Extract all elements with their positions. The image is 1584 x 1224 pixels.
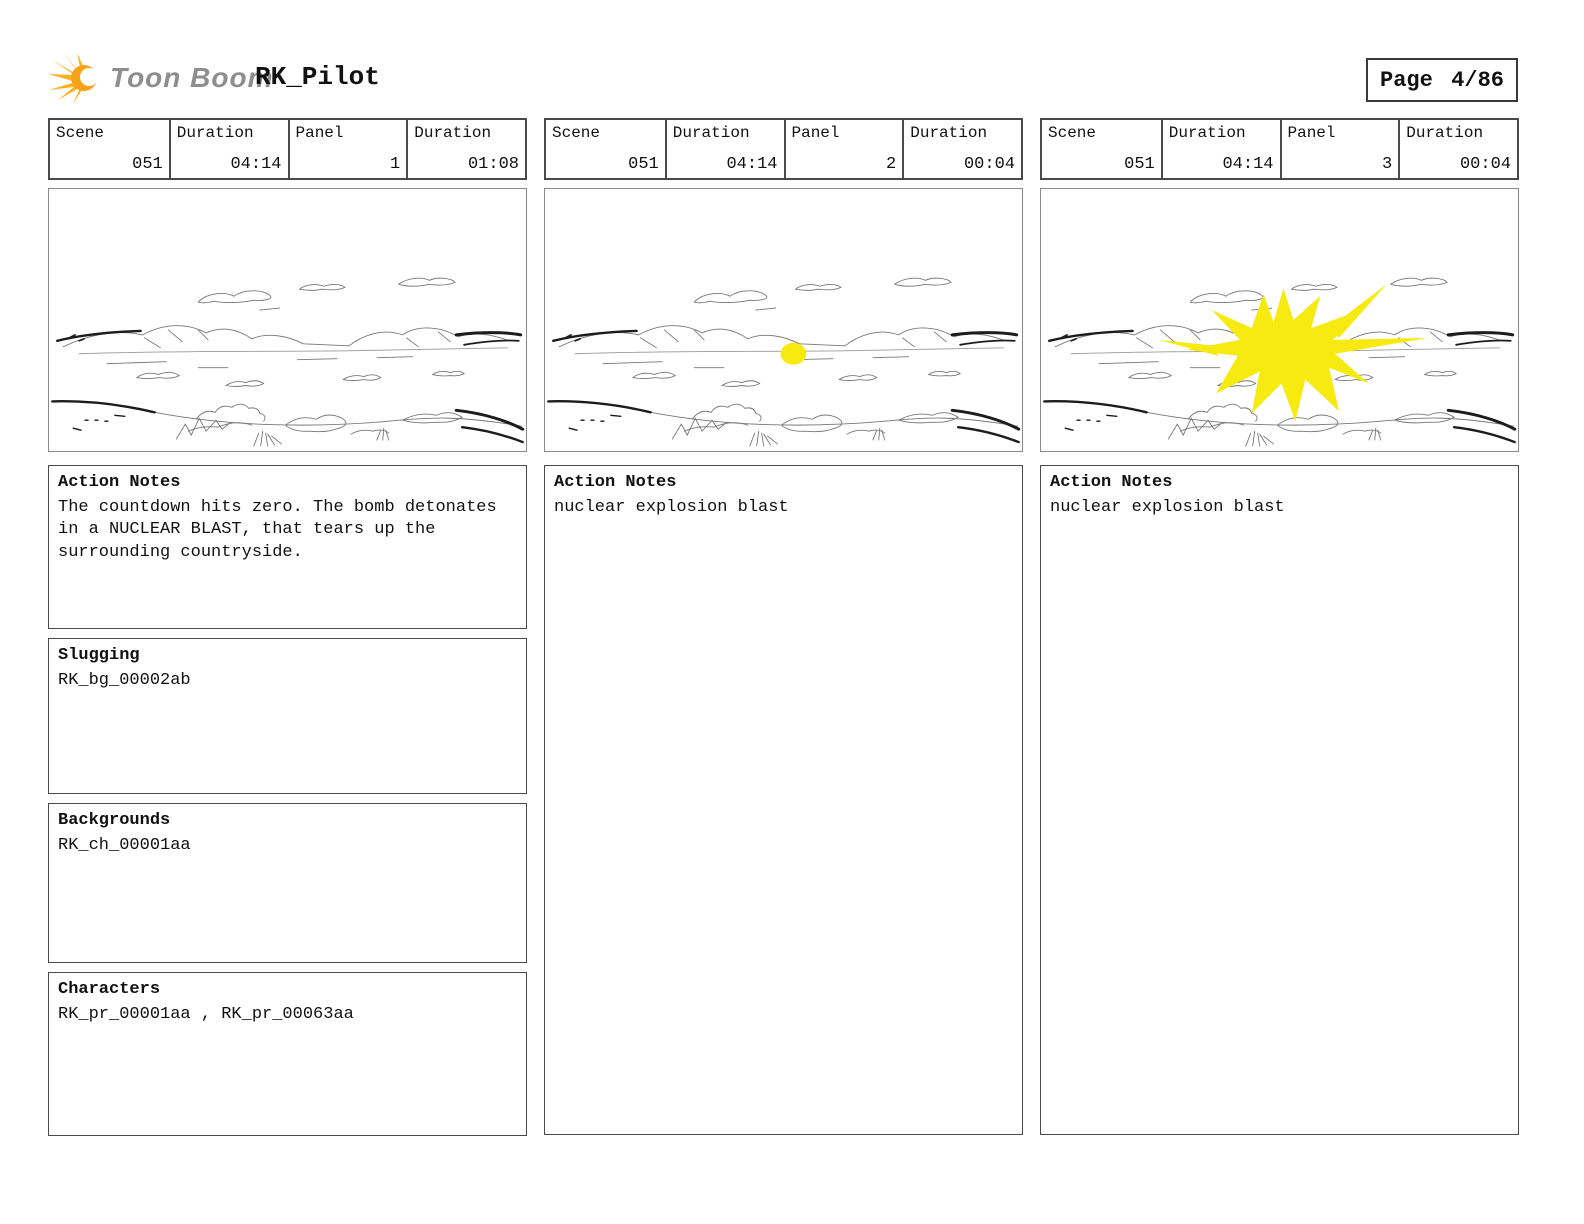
duration-label: Duration — [672, 124, 750, 142]
panel-value: 2 — [886, 155, 897, 174]
backgrounds-box: Backgrounds RK_ch_00001aa — [48, 803, 527, 963]
action-notes-label: Action Notes — [554, 473, 677, 492]
slugging-box: Slugging RK_bg_00002ab — [48, 638, 527, 794]
panel-cell: Panel 3 — [1279, 120, 1399, 178]
panel-duration-value: 00:04 — [963, 155, 1015, 174]
panel-duration-cell: Duration 00:04 — [902, 120, 1021, 178]
scene-info-table: Scene 051 Duration 04:14 Panel 2 Duratio… — [544, 118, 1023, 180]
project-title: RK_Pilot — [255, 62, 380, 92]
page-number-box: Page 4/86 — [1366, 58, 1518, 102]
panel-value: 1 — [390, 155, 401, 174]
scene-label: Scene — [1048, 124, 1097, 142]
panel-column-1: Scene 051 Duration 04:14 Panel 1 Duratio… — [48, 118, 527, 1136]
slugging-label: Slugging — [58, 646, 140, 665]
duration-value: 04:14 — [230, 155, 282, 174]
duration-value: 04:14 — [726, 155, 778, 174]
scene-duration-cell: Duration 04:14 — [168, 120, 288, 178]
scene-value: 051 — [628, 155, 659, 174]
panel-duration-value: 01:08 — [467, 155, 519, 174]
panel-duration-cell: Duration 01:08 — [406, 120, 525, 178]
characters-text: RK_pr_00001aa , RK_pr_00063aa — [58, 1005, 354, 1024]
action-notes-box: Action Notes nuclear explosion blast — [1040, 465, 1519, 1135]
scene-value: 051 — [132, 155, 163, 174]
storyboard-panel-drawing-1 — [48, 188, 527, 452]
action-notes-label: Action Notes — [58, 473, 181, 492]
characters-box: Characters RK_pr_00001aa , RK_pr_00063aa — [48, 972, 527, 1136]
scene-cell: Scene 051 — [546, 120, 665, 178]
yellow-explosion-starburst — [1158, 284, 1429, 422]
panel-cell: Panel 1 — [287, 120, 407, 178]
page-value: 4/86 — [1451, 67, 1504, 93]
panel-duration-label: Duration — [414, 124, 492, 142]
panel-value: 3 — [1382, 155, 1393, 174]
duration-value: 04:14 — [1222, 155, 1274, 174]
scene-duration-cell: Duration 04:14 — [664, 120, 784, 178]
action-notes-text: nuclear explosion blast — [554, 498, 789, 517]
action-notes-box: Action Notes The countdown hits zero. Th… — [48, 465, 527, 629]
scene-cell: Scene 051 — [1042, 120, 1161, 178]
toonboom-starburst-icon — [48, 52, 98, 104]
slugging-text: RK_bg_00002ab — [58, 671, 191, 690]
scene-info-table: Scene 051 Duration 04:14 Panel 1 Duratio… — [48, 118, 527, 180]
storyboard-panel-drawing-2 — [544, 188, 1023, 452]
scene-duration-cell: Duration 04:14 — [1160, 120, 1280, 178]
scene-cell: Scene 051 — [50, 120, 169, 178]
panel-label: Panel — [295, 124, 344, 142]
panel-column-3: Scene 051 Duration 04:14 Panel 3 Duratio… — [1040, 118, 1519, 1135]
duration-label: Duration — [176, 124, 254, 142]
action-notes-box: Action Notes nuclear explosion blast — [544, 465, 1023, 1135]
page-label: Page — [1380, 67, 1433, 93]
scene-label: Scene — [552, 124, 601, 142]
panel-duration-cell: Duration 00:04 — [1398, 120, 1517, 178]
toonboom-logo: Toon Boom — [46, 50, 273, 106]
panel-column-2: Scene 051 Duration 04:14 Panel 2 Duratio… — [544, 118, 1023, 1135]
panel-duration-label: Duration — [1406, 124, 1484, 142]
backgrounds-text: RK_ch_00001aa — [58, 836, 191, 855]
panel-label: Panel — [791, 124, 840, 142]
action-notes-text: nuclear explosion blast — [1050, 498, 1285, 517]
panel-duration-value: 00:04 — [1459, 155, 1511, 174]
scene-value: 051 — [1124, 155, 1155, 174]
panel-cell: Panel 2 — [783, 120, 903, 178]
backgrounds-label: Backgrounds — [58, 811, 171, 830]
action-notes-text: The countdown hits zero. The bomb detona… — [58, 498, 497, 562]
panel-label: Panel — [1287, 124, 1336, 142]
scene-info-table: Scene 051 Duration 04:14 Panel 3 Duratio… — [1040, 118, 1519, 180]
characters-label: Characters — [58, 980, 161, 999]
scene-label: Scene — [56, 124, 105, 142]
yellow-explosion-dot — [780, 342, 807, 365]
toonboom-logo-text: Toon Boom — [110, 62, 274, 93]
duration-label: Duration — [1168, 124, 1246, 142]
storyboard-panel-drawing-3 — [1040, 188, 1519, 452]
action-notes-label: Action Notes — [1050, 473, 1173, 492]
panel-duration-label: Duration — [910, 124, 988, 142]
